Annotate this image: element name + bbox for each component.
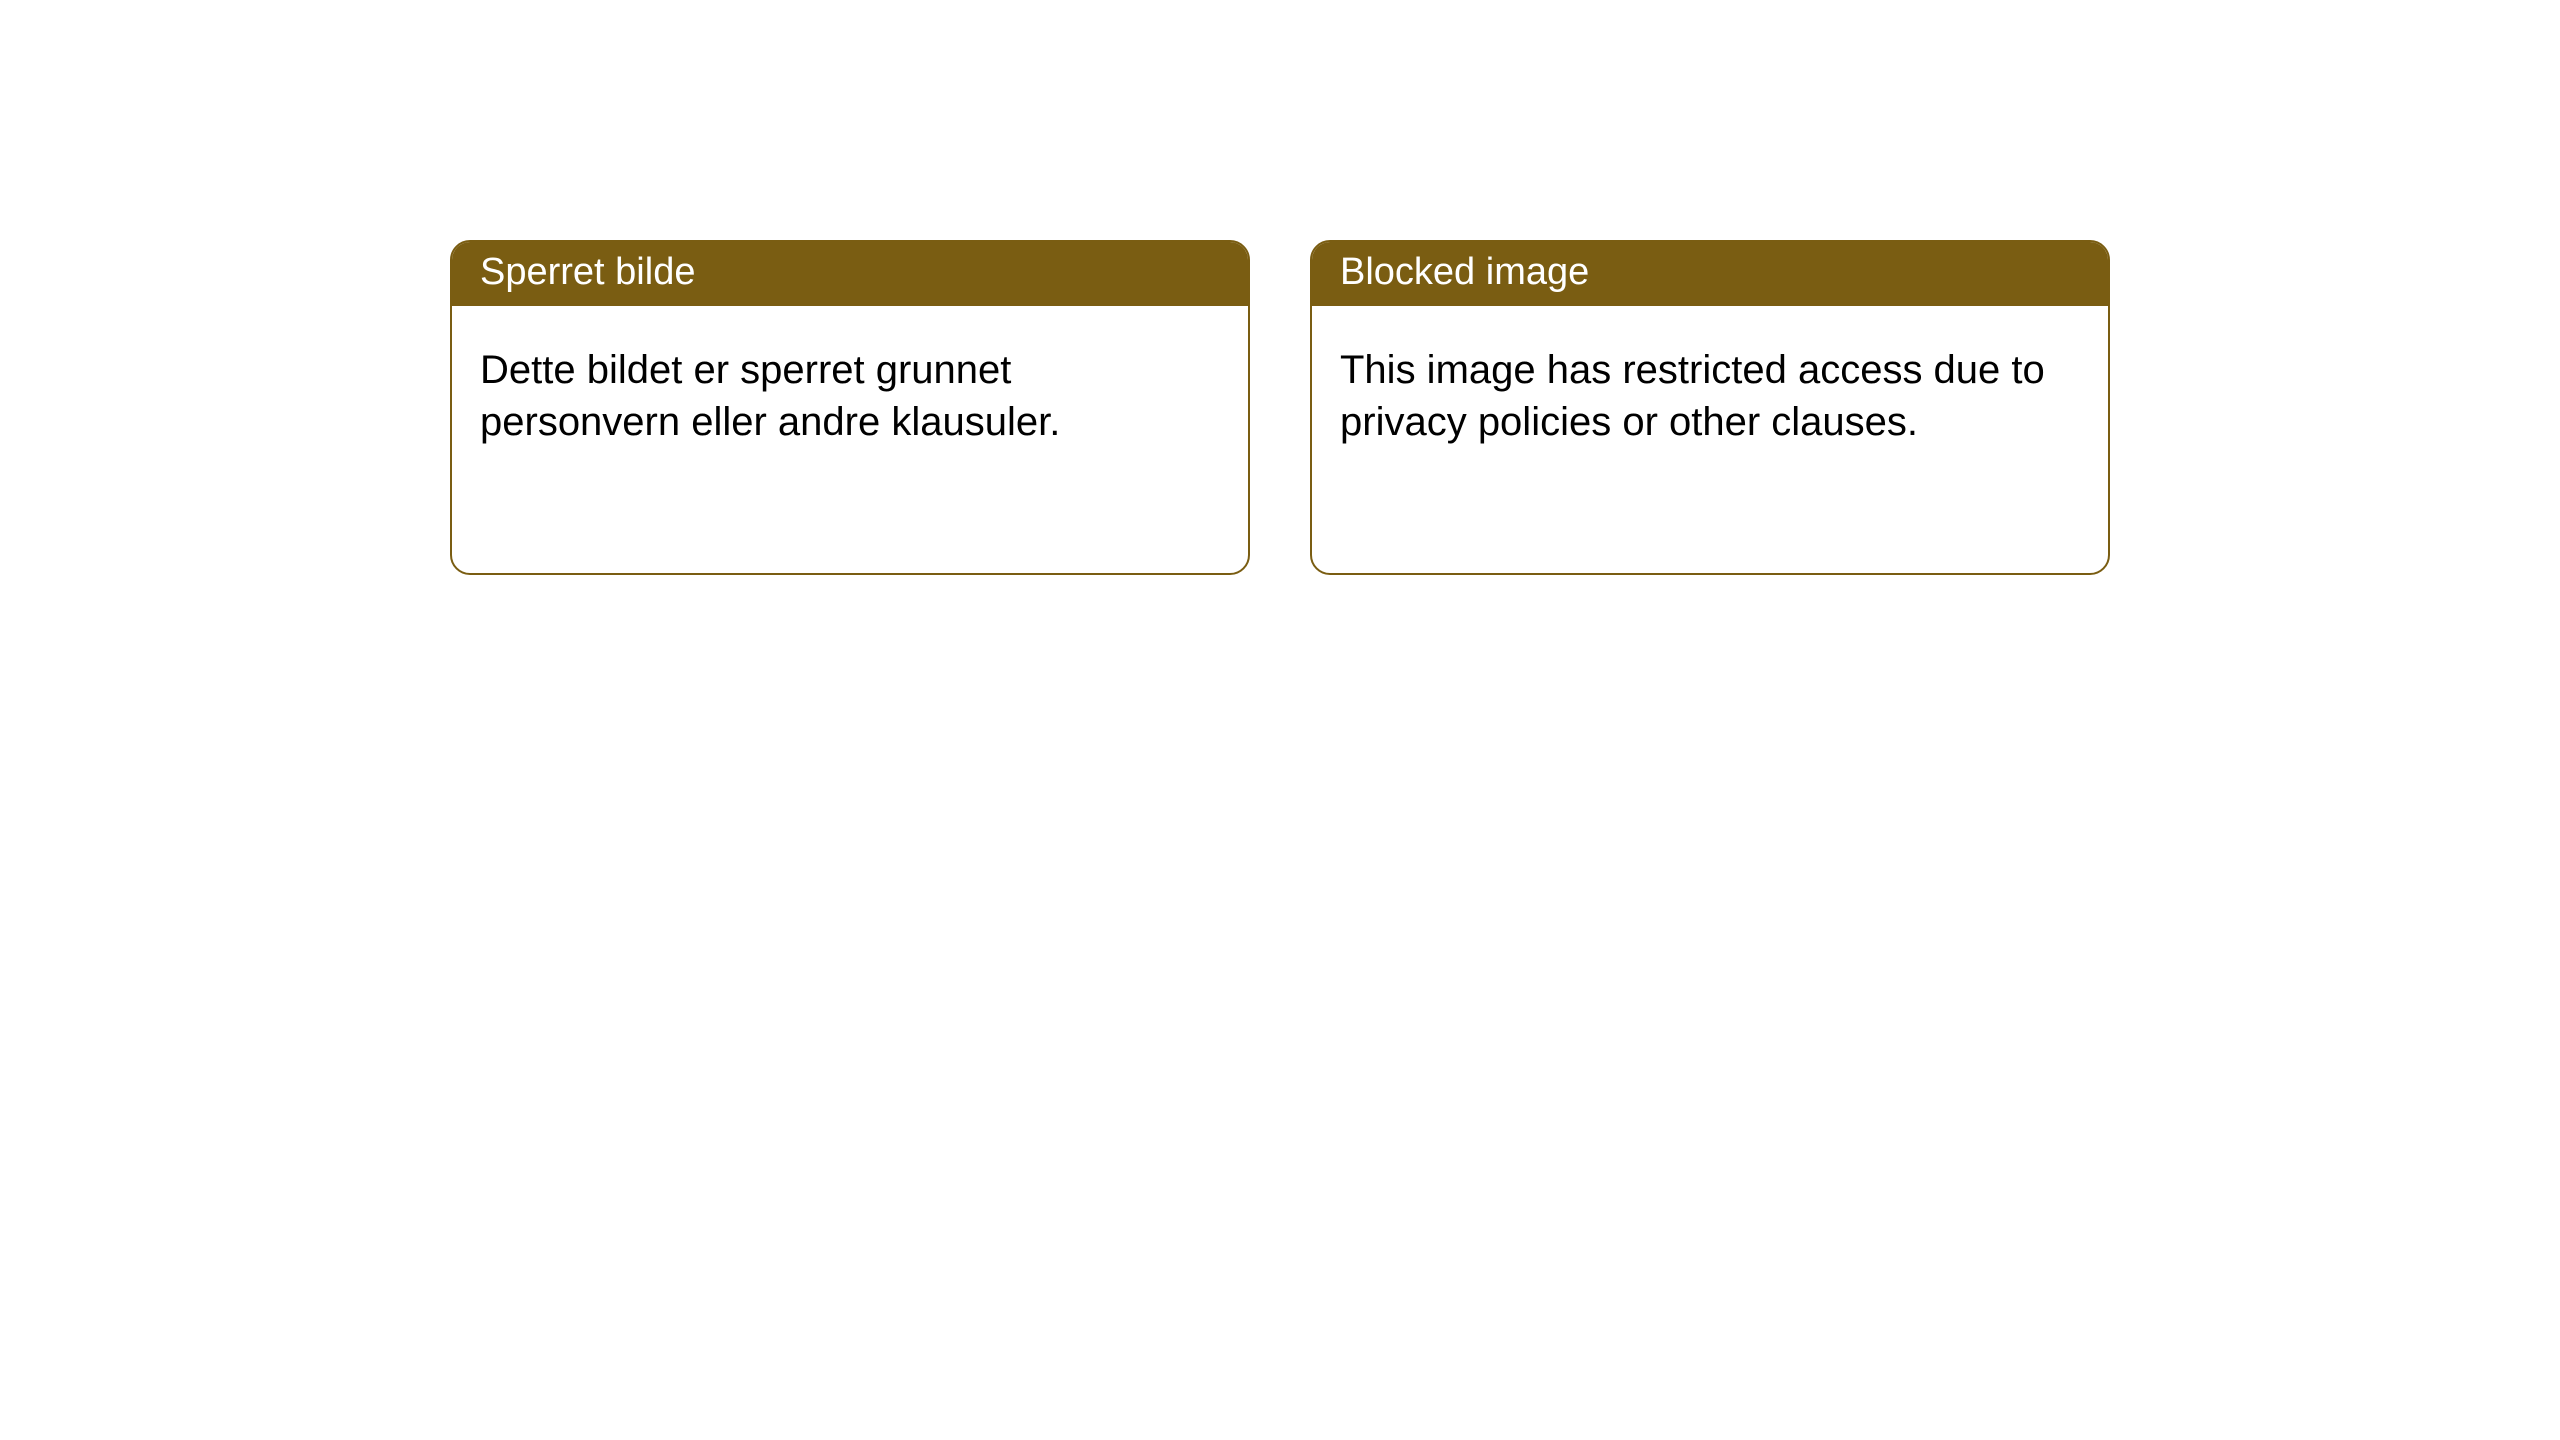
blocked-image-card-en: Blocked image This image has restricted …: [1310, 240, 2110, 575]
card-title: Sperret bilde: [452, 242, 1248, 306]
blocked-image-card-no: Sperret bilde Dette bildet er sperret gr…: [450, 240, 1250, 575]
notice-container: Sperret bilde Dette bildet er sperret gr…: [0, 0, 2560, 575]
card-body-text: This image has restricted access due to …: [1312, 306, 2108, 476]
card-body-text: Dette bildet er sperret grunnet personve…: [452, 306, 1248, 476]
card-title: Blocked image: [1312, 242, 2108, 306]
